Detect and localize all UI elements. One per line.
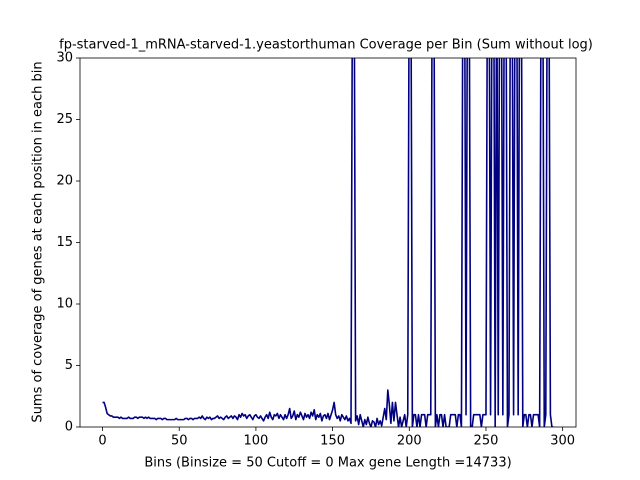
y-tick-label: 20 bbox=[56, 174, 73, 189]
chart-title: fp-starved-1_mRNA-starved-1.yeastorthuma… bbox=[59, 38, 593, 53]
x-tick-label: 300 bbox=[550, 434, 575, 449]
y-tick-label: 5 bbox=[65, 358, 73, 373]
y-tick-label: 25 bbox=[56, 112, 73, 127]
y-tick-label: 30 bbox=[56, 51, 73, 66]
y-axis-label: Sums of coverage of genes at each positi… bbox=[31, 61, 46, 422]
data-line bbox=[102, 58, 554, 427]
x-tick-label: 250 bbox=[474, 434, 499, 449]
plot-area bbox=[102, 58, 554, 427]
x-tick-label: 50 bbox=[171, 434, 188, 449]
y-tick-label: 0 bbox=[65, 420, 73, 435]
x-tick-label: 200 bbox=[397, 434, 422, 449]
x-tick-label: 100 bbox=[244, 434, 269, 449]
x-tick-label: 150 bbox=[320, 434, 345, 449]
y-tick-label: 15 bbox=[56, 235, 73, 250]
y-tick-label: 10 bbox=[56, 297, 73, 312]
x-axis-label: Bins (Binsize = 50 Cutoff = 0 Max gene L… bbox=[144, 456, 511, 471]
x-tick-label: 0 bbox=[98, 434, 106, 449]
